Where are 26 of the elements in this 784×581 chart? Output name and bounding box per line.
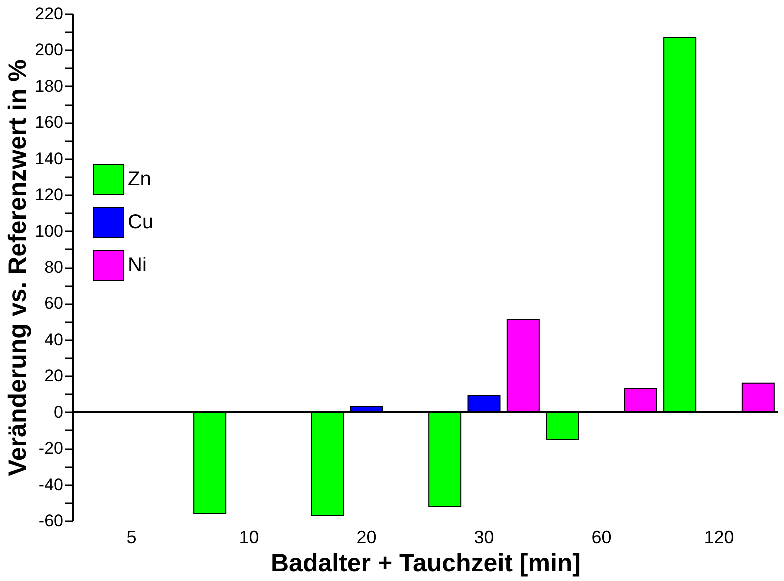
legend-label: Ni: [128, 254, 147, 276]
x-tick-label: 60: [592, 528, 612, 548]
y-tick-label: 120: [35, 186, 64, 205]
y-tick-label: -40: [38, 475, 64, 494]
y-tick-label: -60: [38, 512, 64, 530]
y-tick-label: 220: [35, 4, 64, 24]
y-axis-title: Veränderung vs. Referenzwert in %: [4, 60, 32, 476]
x-tick-label: 5: [126, 528, 137, 548]
legend-label: Zn: [128, 168, 152, 190]
y-tick-label: 200: [35, 40, 64, 60]
x-tick-label: 10: [239, 528, 260, 548]
x-tick-label: 30: [474, 528, 494, 548]
x-tick-label: 20: [356, 528, 377, 548]
y-tick-label: 40: [44, 330, 64, 350]
y-tick-label: 20: [44, 366, 64, 386]
y-tick-label: 60: [44, 294, 64, 314]
y-tick-label: -20: [38, 439, 64, 458]
y-tick-label: 0: [54, 402, 64, 422]
y-tick-label: 80: [44, 258, 64, 277]
x-axis-title: Badalter + Tauchzeit [min]: [270, 550, 582, 578]
y-tick-label: 140: [35, 149, 64, 168]
x-tick-label: 120: [704, 528, 734, 548]
y-tick-label: 180: [35, 76, 64, 96]
y-tick-label: 160: [35, 113, 64, 132]
y-tick-label: 100: [35, 222, 64, 241]
legend-label: Cu: [128, 212, 154, 234]
